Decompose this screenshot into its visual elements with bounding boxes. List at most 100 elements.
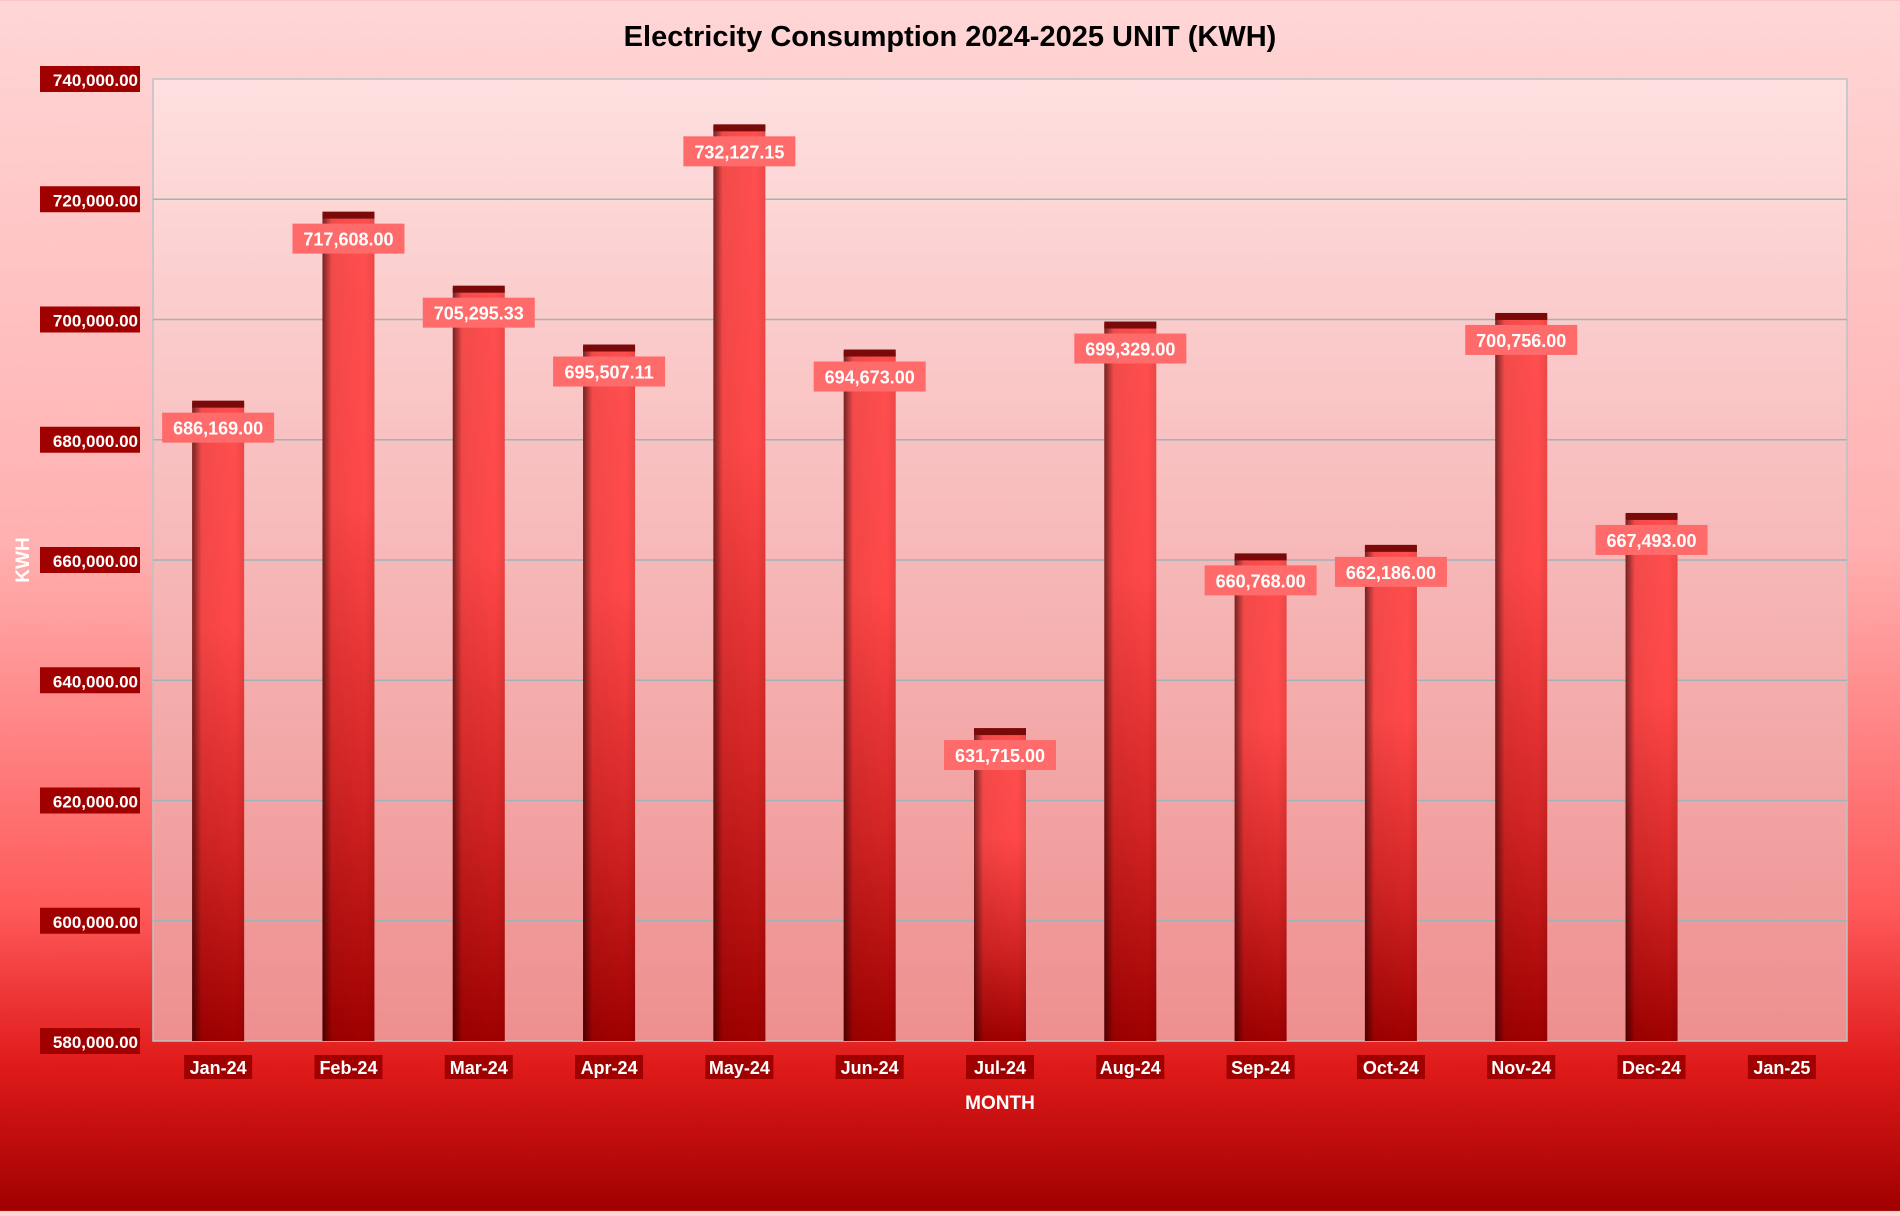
- x-tick-background: [835, 1055, 904, 1079]
- x-tick: Feb-24: [314, 1055, 383, 1079]
- data-label: 705,295.33: [422, 297, 535, 328]
- x-tick: Dec-24: [1617, 1055, 1686, 1079]
- data-label: 694,673.00: [813, 361, 926, 392]
- x-tick-background: [1226, 1055, 1295, 1079]
- bar: [1495, 312, 1548, 1041]
- data-label: 667,493.00: [1595, 524, 1708, 555]
- x-tick-label: Apr-24: [581, 1058, 638, 1078]
- data-label-text: 662,186.00: [1346, 563, 1436, 583]
- x-tick: Apr-24: [575, 1055, 644, 1079]
- x-tick-labels: Jan-24 Feb-24 Mar-24 Apr-24 May-24 Jun-24 Jul-…: [184, 1055, 1816, 1079]
- data-label: 700,756.00: [1465, 324, 1578, 355]
- bar-shading: [843, 351, 896, 1042]
- data-label-background: [292, 223, 405, 254]
- bar-cap: [322, 211, 375, 219]
- bar-shading: [322, 213, 375, 1041]
- bar: [583, 344, 636, 1041]
- bar-shading: [1364, 546, 1417, 1041]
- x-tick-label: Jan-24: [190, 1058, 247, 1078]
- x-tick-label: Dec-24: [1622, 1058, 1681, 1078]
- x-tick: May-24: [705, 1055, 774, 1079]
- x-tick: Mar-24: [444, 1055, 513, 1079]
- bar: [192, 400, 245, 1041]
- x-tick-label: Oct-24: [1363, 1058, 1419, 1078]
- data-label-background: [1465, 324, 1578, 355]
- x-tick: Oct-24: [1356, 1055, 1425, 1079]
- bar: [974, 728, 1026, 1041]
- y-tick: 680,000.00: [40, 426, 140, 453]
- bar-cap: [1104, 321, 1157, 329]
- data-label-text: 699,329.00: [1085, 340, 1175, 360]
- data-label: 695,507.11: [553, 356, 666, 387]
- y-tick-label: 620,000.00: [53, 793, 138, 812]
- bar-cap: [1234, 553, 1287, 561]
- bar: [1364, 544, 1417, 1041]
- bar-cap: [192, 400, 245, 408]
- data-label: 660,768.00: [1204, 565, 1317, 596]
- x-tick-background: [1356, 1055, 1425, 1079]
- bar: [843, 349, 896, 1042]
- bar-cap: [452, 285, 505, 293]
- y-tick-label: 600,000.00: [53, 913, 138, 932]
- gridlines: [153, 198, 1847, 922]
- data-label-text: 732,127.15: [694, 142, 784, 162]
- y-tick-label: 580,000.00: [53, 1033, 138, 1052]
- bar-shading: [192, 402, 245, 1041]
- bar-shading: [1625, 514, 1678, 1041]
- x-tick-label: May-24: [709, 1058, 770, 1078]
- x-tick-background: [705, 1055, 774, 1079]
- bar-cap: [974, 728, 1026, 736]
- data-label-background: [1334, 556, 1447, 587]
- bar-shading: [1104, 323, 1157, 1041]
- y-tick-background: [40, 186, 140, 213]
- y-tick: 740,000.00: [40, 66, 140, 92]
- y-tick: 580,000.00: [40, 1028, 140, 1054]
- y-tick-label: 640,000.00: [53, 672, 138, 691]
- data-label-text: 667,493.00: [1606, 531, 1696, 551]
- chart-title: Electricity Consumption 2024-2025 UNIT (…: [624, 21, 1277, 53]
- data-label: 732,127.15: [683, 136, 796, 167]
- data-label: 717,608.00: [292, 223, 405, 254]
- x-tick: Jul-24: [966, 1055, 1034, 1079]
- x-tick-label: Nov-24: [1491, 1058, 1551, 1078]
- data-label: 631,715.00: [944, 740, 1056, 771]
- y-tick-labels: 580,000.00 600,000.00 620,000.00 640,000.00…: [40, 66, 140, 1054]
- bar-shading: [583, 346, 636, 1041]
- y-axis-label: KWH: [13, 537, 34, 582]
- y-tick-background: [40, 667, 140, 694]
- y-tick-background: [40, 66, 140, 92]
- data-label: 686,169.00: [162, 412, 275, 443]
- y-tick-background: [40, 547, 140, 573]
- x-tick-label: Jul-24: [974, 1058, 1026, 1078]
- x-tick-background: [184, 1055, 253, 1079]
- x-tick-label: Jun-24: [841, 1058, 899, 1078]
- data-label-background: [422, 297, 535, 328]
- bar: [1625, 512, 1678, 1041]
- bar-shading: [452, 287, 505, 1041]
- x-tick-background: [575, 1055, 644, 1079]
- data-label-text: 694,673.00: [825, 368, 915, 388]
- data-label-background: [813, 361, 926, 392]
- bar-cap: [713, 124, 766, 132]
- data-label-text: 686,169.00: [173, 419, 263, 439]
- x-tick-background: [314, 1055, 383, 1079]
- bar-shading: [1495, 314, 1548, 1041]
- x-tick: Nov-24: [1487, 1055, 1556, 1079]
- y-tick-background: [40, 787, 140, 814]
- data-label: 699,329.00: [1074, 333, 1187, 364]
- x-tick-label: Feb-24: [319, 1058, 377, 1078]
- y-tick: 640,000.00: [40, 667, 140, 694]
- y-tick: 720,000.00: [40, 186, 140, 213]
- bar-cap: [1625, 512, 1678, 520]
- y-tick-label: 720,000.00: [53, 191, 138, 210]
- x-tick-background: [444, 1055, 513, 1079]
- y-tick-background: [40, 1028, 140, 1054]
- data-label-text: 717,608.00: [303, 230, 393, 250]
- data-label-background: [1204, 565, 1317, 596]
- data-label-background: [1074, 333, 1187, 364]
- x-tick: Sep-24: [1226, 1055, 1295, 1079]
- data-label-text: 705,295.33: [434, 304, 524, 324]
- data-label-background: [944, 740, 1056, 771]
- data-label-text: 700,756.00: [1476, 331, 1566, 351]
